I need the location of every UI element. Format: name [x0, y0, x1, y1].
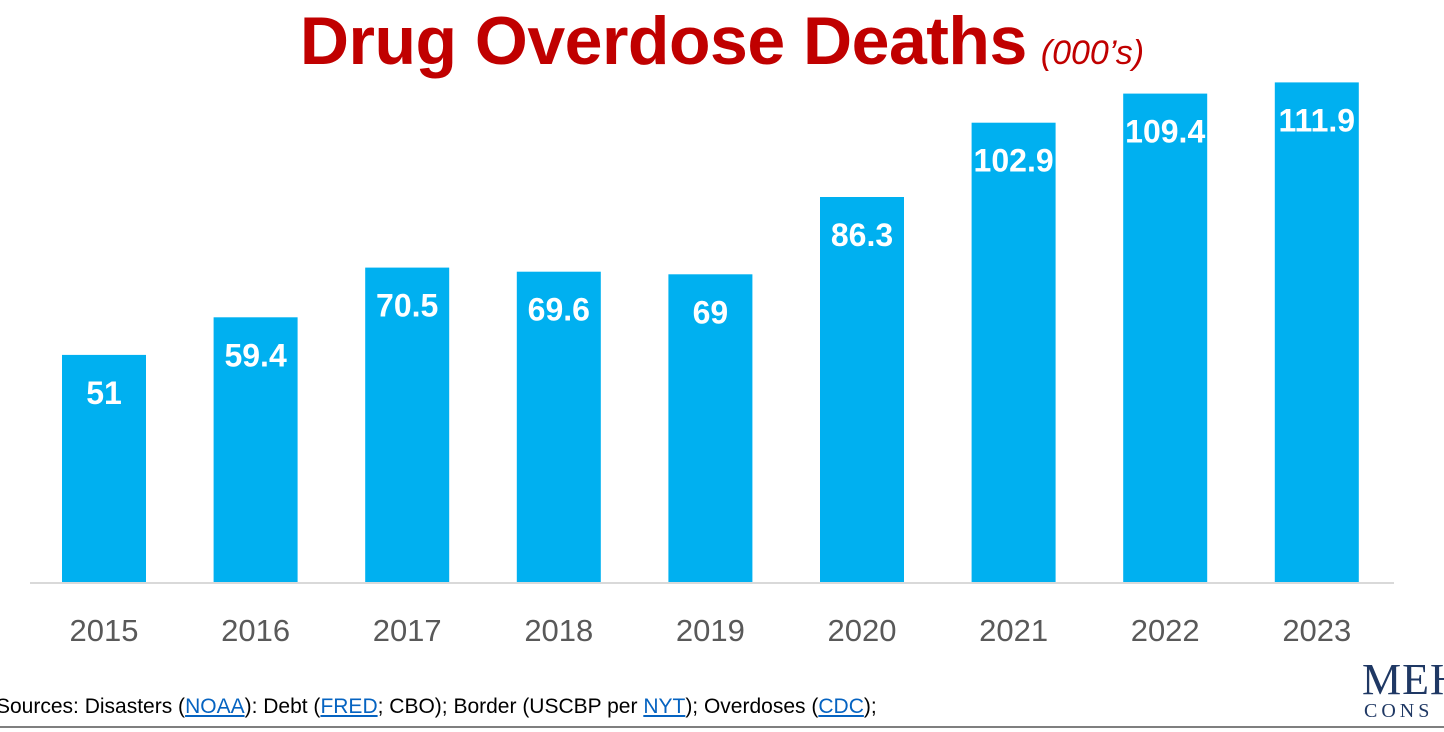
tick-label-2022: 2022 — [1131, 613, 1200, 648]
bar-2017 — [365, 267, 450, 583]
data-label-2023: 111.9 — [1279, 102, 1356, 138]
bar-2019 — [668, 274, 753, 583]
sources-text-4: ); Overdoses ( — [685, 695, 819, 718]
tick-label-2023: 2023 — [1282, 613, 1351, 648]
company-logo: MEH CONS — [1355, 652, 1444, 722]
sources-text-5: ); — [863, 695, 877, 718]
data-label-2022: 109.4 — [1125, 114, 1205, 150]
bar-2015 — [62, 354, 146, 583]
tick-label-2020: 2020 — [828, 613, 897, 648]
link-cdc[interactable]: CDC — [818, 695, 864, 718]
sources-text-2: ): Debt ( — [244, 695, 321, 718]
sources-text-3: ; CBO); Border (USCBP per — [377, 695, 644, 718]
footer-sources: Sources: Disasters (NOAA): Debt (FRED; C… — [0, 695, 877, 719]
data-label-2019: 69 — [693, 294, 729, 330]
link-fred[interactable]: FRED — [320, 695, 378, 718]
data-label-2017: 70.5 — [376, 288, 438, 324]
tick-label-2019: 2019 — [676, 613, 745, 648]
bar-2018 — [516, 271, 601, 583]
link-nyt[interactable]: NYT — [643, 695, 686, 718]
bar-2023 — [1274, 82, 1359, 584]
data-label-2020: 86.3 — [831, 217, 893, 253]
data-label-2021: 102.9 — [974, 143, 1054, 179]
logo-sub-text: CONS — [1364, 700, 1434, 722]
tick-label-2017: 2017 — [373, 613, 442, 648]
bar-chart: 51 59.4 70.5 69.6 69 86.3 102.9 109.4 111.9 2015… — [30, 82, 1394, 648]
chart-title: Drug Overdose Deaths — [299, 3, 1027, 79]
bar-2020 — [820, 197, 904, 583]
chart-subtitle: (000’s) — [1040, 34, 1145, 72]
data-label-2016: 59.4 — [224, 337, 286, 373]
logo-main-text: MEH — [1362, 655, 1444, 704]
tick-label-2015: 2015 — [70, 613, 139, 648]
data-label-2015: 51 — [86, 375, 122, 411]
bar-2022 — [1123, 93, 1208, 583]
footer-divider — [0, 726, 1444, 728]
bar-2021 — [971, 122, 1056, 583]
data-label-2018: 69.6 — [528, 292, 590, 328]
tick-label-2021: 2021 — [979, 613, 1048, 648]
tick-label-2016: 2016 — [221, 613, 290, 648]
chart-title-row: Drug Overdose Deaths (000’s) — [0, 2, 1444, 80]
x-axis-ticks: 2015 2016 2017 2018 2019 2020 2021 2022 2023 — [70, 613, 1352, 648]
bar-group: 51 59.4 70.5 69.6 69 86.3 102.9 109.4 111.9 — [62, 82, 1359, 584]
sources-prefix: Sources: Disasters ( — [0, 695, 186, 718]
bar-2016 — [213, 317, 298, 583]
link-noaa[interactable]: NOAA — [185, 695, 245, 718]
tick-label-2018: 2018 — [524, 613, 593, 648]
